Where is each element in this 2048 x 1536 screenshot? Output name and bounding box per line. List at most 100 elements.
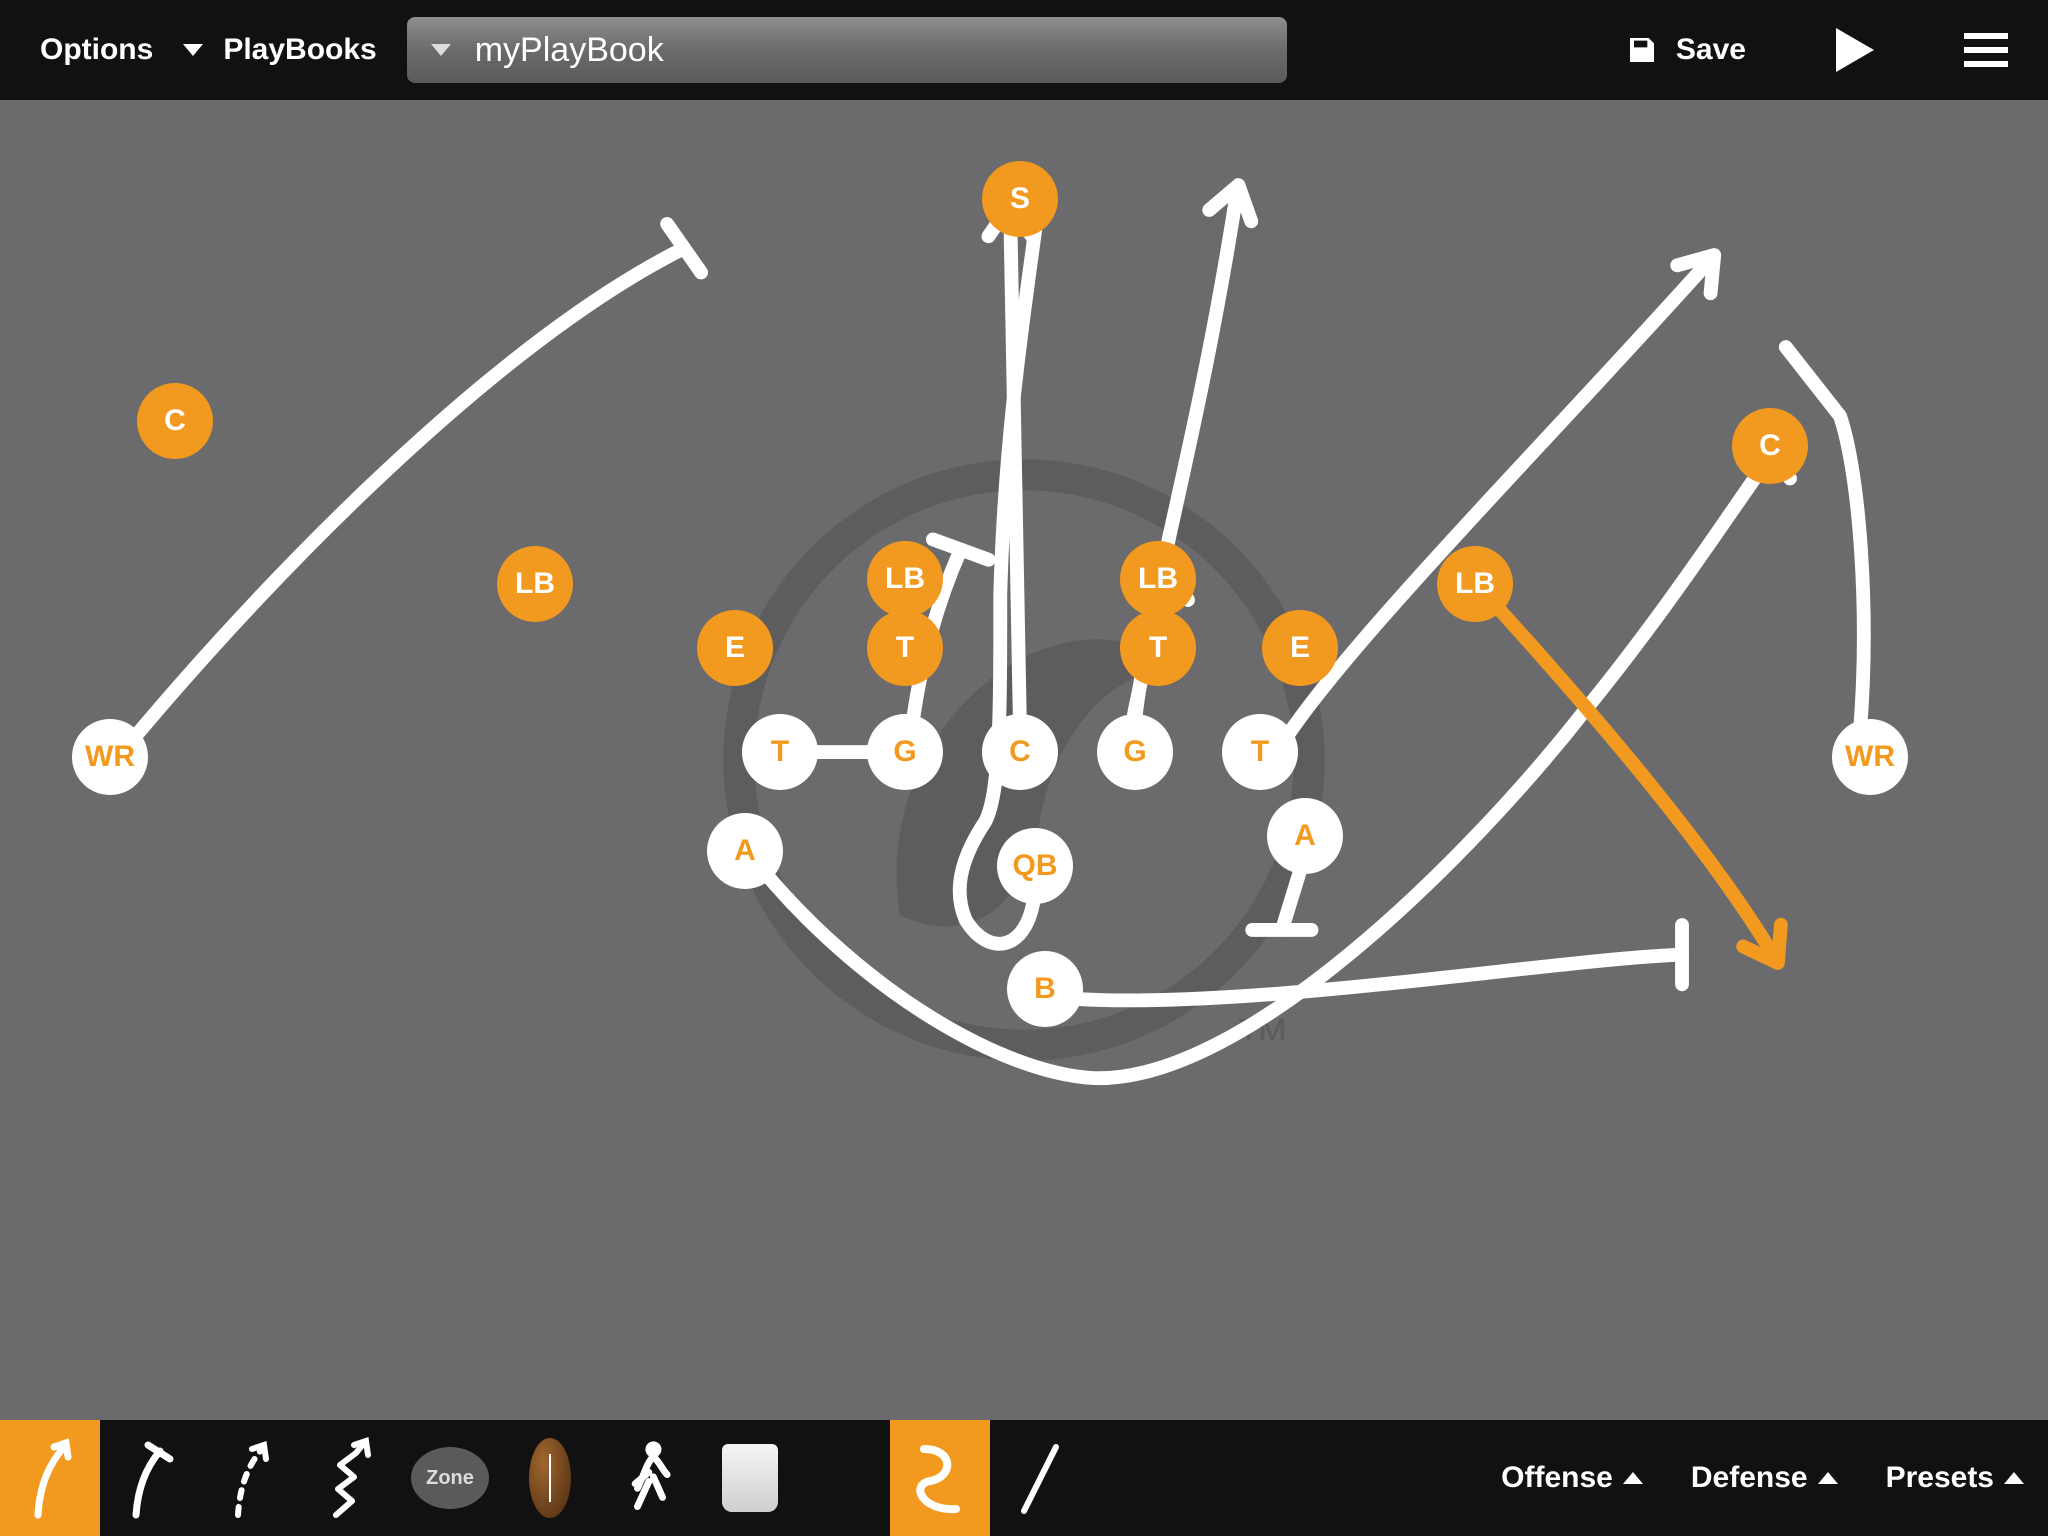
- save-label: Save: [1676, 33, 1746, 67]
- player-label: T: [771, 735, 789, 769]
- player-marker-o-g-l[interactable]: G: [867, 714, 943, 790]
- player-marker-d-c-l[interactable]: C: [137, 383, 213, 459]
- floppy-disk-icon: [1626, 34, 1658, 66]
- player-label: T: [1251, 735, 1269, 769]
- tool-route-dashed[interactable]: [200, 1420, 300, 1536]
- chevron-up-icon: [2004, 1472, 2024, 1484]
- tool-football[interactable]: [500, 1420, 600, 1536]
- player-marker-o-c[interactable]: C: [982, 714, 1058, 790]
- top-toolbar: Options PlayBooks myPlayBook Save: [0, 0, 2048, 100]
- player-running-icon: [620, 1438, 680, 1518]
- player-label: G: [893, 735, 916, 769]
- player-marker-o-g-r[interactable]: G: [1097, 714, 1173, 790]
- tool-route-zigzag[interactable]: [300, 1420, 400, 1536]
- chevron-up-icon: [1818, 1472, 1838, 1484]
- player-label: S: [1010, 182, 1030, 216]
- tool-trash[interactable]: [700, 1420, 800, 1536]
- tool-route-arrow[interactable]: [0, 1420, 100, 1536]
- hamburger-bar: [1964, 47, 2008, 53]
- player-marker-d-lb4[interactable]: LB: [1437, 546, 1513, 622]
- player-label: T: [1149, 631, 1167, 665]
- player-label: A: [734, 834, 756, 868]
- player-marker-o-a-r[interactable]: A: [1267, 798, 1343, 874]
- route-path[interactable]: [1494, 604, 1776, 960]
- player-label: QB: [1013, 849, 1058, 883]
- player-marker-o-b[interactable]: B: [1007, 951, 1083, 1027]
- spacer: [1090, 1420, 1477, 1536]
- presets-menu[interactable]: Presets: [1862, 1420, 2048, 1536]
- player-marker-d-lb3[interactable]: LB: [1120, 541, 1196, 617]
- route-endcap: [1677, 241, 1731, 293]
- route-path[interactable]: [1010, 209, 1020, 733]
- tool-zone[interactable]: Zone: [400, 1420, 500, 1536]
- chevron-down-icon: [431, 44, 451, 56]
- chevron-up-icon: [1623, 1472, 1643, 1484]
- options-button[interactable]: Options: [40, 33, 153, 67]
- route-endcap: [933, 539, 989, 559]
- player-label: E: [1290, 631, 1310, 665]
- player-label: C: [164, 404, 186, 438]
- player-marker-d-t-l[interactable]: T: [867, 610, 943, 686]
- hamburger-bar: [1964, 33, 2008, 39]
- bottom-toolbar: Zone Offense Defense: [0, 1420, 2048, 1536]
- play-canvas[interactable]: ™ S C C LB LB LB LB E T T E WR WR T G C G T A A QB B: [0, 100, 2048, 1420]
- route-endcap: [667, 224, 701, 273]
- defense-label: Defense: [1691, 1461, 1808, 1495]
- hamburger-bar: [1964, 61, 2008, 67]
- offense-label: Offense: [1501, 1461, 1613, 1495]
- app-root: Options PlayBooks myPlayBook Save: [0, 0, 2048, 1536]
- player-label: WR: [1845, 740, 1895, 774]
- save-button[interactable]: Save: [1626, 33, 1746, 67]
- playbooks-label: PlayBooks: [223, 33, 376, 67]
- player-marker-o-wr-r[interactable]: WR: [1832, 719, 1908, 795]
- zone-icon: Zone: [411, 1447, 489, 1509]
- player-marker-d-lb1[interactable]: LB: [497, 546, 573, 622]
- route-path[interactable]: [1786, 347, 1864, 732]
- tool-curve-preset[interactable]: [890, 1420, 990, 1536]
- player-marker-o-t-l[interactable]: T: [742, 714, 818, 790]
- player-label: LB: [515, 567, 555, 601]
- player-marker-d-e-l[interactable]: E: [697, 610, 773, 686]
- trash-icon: [722, 1444, 778, 1512]
- player-marker-d-e-r[interactable]: E: [1262, 610, 1338, 686]
- player-marker-d-t-r[interactable]: T: [1120, 610, 1196, 686]
- route-endcap: [1209, 179, 1259, 221]
- menu-button[interactable]: [1964, 33, 2008, 67]
- player-marker-d-lb2[interactable]: LB: [867, 541, 943, 617]
- player-label: LB: [885, 562, 925, 596]
- route-path[interactable]: [139, 248, 684, 732]
- player-marker-o-qb[interactable]: QB: [997, 828, 1073, 904]
- player-marker-d-s[interactable]: S: [982, 161, 1058, 237]
- football-icon: [529, 1438, 571, 1518]
- offense-menu[interactable]: Offense: [1477, 1420, 1667, 1536]
- presets-label: Presets: [1886, 1461, 1994, 1495]
- tool-route-block[interactable]: [100, 1420, 200, 1536]
- route-path[interactable]: [1050, 955, 1682, 1001]
- playbook-name-dropdown[interactable]: myPlayBook: [407, 17, 1287, 83]
- player-label: B: [1034, 972, 1056, 1006]
- player-label: E: [725, 631, 745, 665]
- playbook-name-value: myPlayBook: [475, 31, 664, 70]
- zone-label: Zone: [426, 1467, 474, 1490]
- play-button[interactable]: [1836, 28, 1874, 72]
- route-path[interactable]: [1282, 866, 1302, 930]
- route-path[interactable]: [1277, 258, 1712, 752]
- player-label: C: [1759, 429, 1781, 463]
- player-marker-d-c-r[interactable]: C: [1732, 408, 1808, 484]
- player-label: C: [1009, 735, 1031, 769]
- player-label: LB: [1455, 567, 1495, 601]
- player-marker-o-t-r[interactable]: T: [1222, 714, 1298, 790]
- tool-line[interactable]: [990, 1420, 1090, 1536]
- defense-menu[interactable]: Defense: [1667, 1420, 1862, 1536]
- player-marker-o-a-l[interactable]: A: [707, 813, 783, 889]
- options-label: Options: [40, 33, 153, 67]
- player-marker-o-wr-l[interactable]: WR: [72, 719, 148, 795]
- player-label: G: [1123, 735, 1146, 769]
- toolbar-gap: [800, 1420, 890, 1536]
- svg-text:™: ™: [1235, 1007, 1291, 1070]
- playbooks-dropdown-button[interactable]: PlayBooks: [183, 33, 376, 67]
- tool-player[interactable]: [600, 1420, 700, 1536]
- route-endcap: [1743, 925, 1796, 974]
- player-label: A: [1294, 819, 1316, 853]
- player-label: T: [896, 631, 914, 665]
